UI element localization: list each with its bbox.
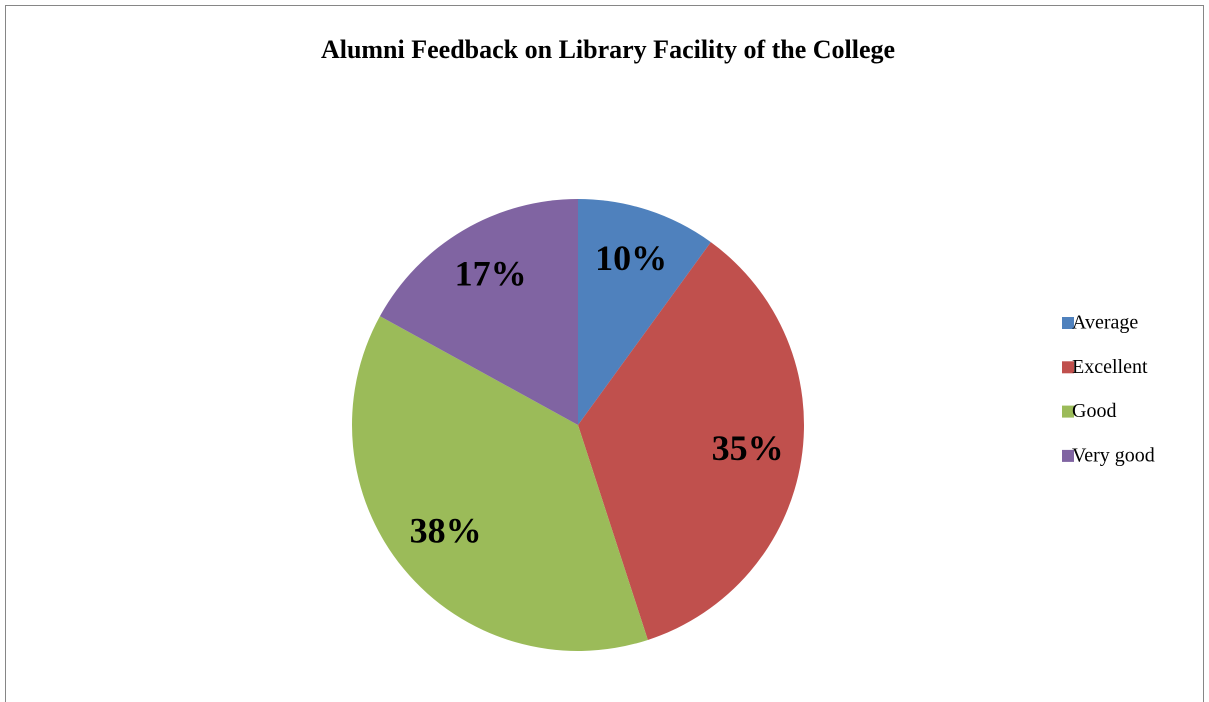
data-label: 17% xyxy=(455,253,527,293)
pie-slice xyxy=(352,316,648,651)
legend-label: Good xyxy=(1072,400,1116,422)
legend-swatch xyxy=(1062,361,1074,374)
legend-swatch xyxy=(1062,317,1074,329)
chart-title: Alumni Feedback on Library Facility of t… xyxy=(321,35,895,64)
legend-swatch xyxy=(1062,405,1074,418)
pie-slice xyxy=(379,199,578,425)
legend-label: Excellent xyxy=(1072,356,1148,378)
pie-slice xyxy=(578,199,711,425)
legend-label: Average xyxy=(1072,312,1138,334)
pie-slice xyxy=(578,242,804,640)
legend-swatch xyxy=(1062,449,1074,462)
legend-label: Very good xyxy=(1072,444,1155,466)
data-label: 38% xyxy=(410,511,482,551)
data-label: 35% xyxy=(712,428,784,468)
data-label: 10% xyxy=(595,238,667,278)
